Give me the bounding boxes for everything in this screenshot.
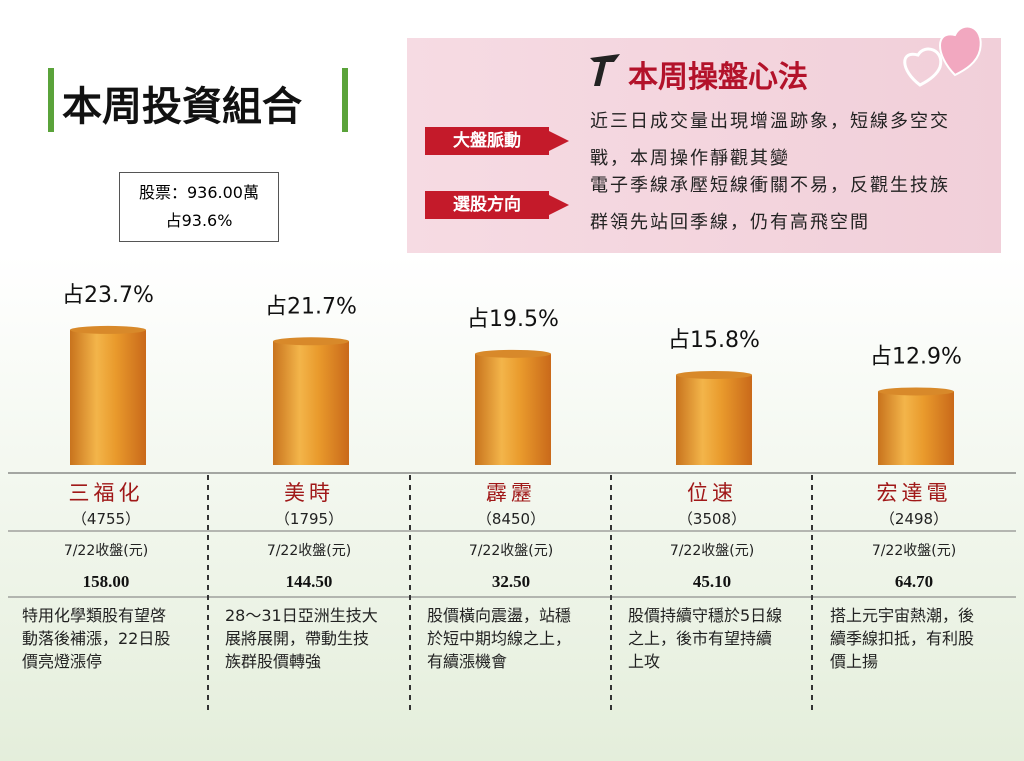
strategy-tag: 選股方向	[425, 191, 549, 219]
note-line: 之上，後市有望持續	[628, 629, 773, 648]
strategy-text: 戰，本周操作靜觀其變	[590, 148, 790, 169]
stock-code: （2498）	[880, 510, 948, 528]
portfolio-share: 占93.6%	[165, 211, 233, 230]
stock-code: （1795）	[275, 510, 343, 528]
value-label: 占12.9%	[870, 344, 962, 369]
note-line: 28～31日亞洲生技大	[225, 606, 378, 625]
close-price: 64.70	[895, 572, 933, 591]
bar-top	[475, 349, 551, 358]
close-price: 144.50	[286, 572, 333, 591]
title-bar	[48, 68, 54, 132]
strategy-text: 群領先站回季線，仍有高飛空間	[590, 212, 870, 233]
strategy-title: 本周操盤心法	[628, 60, 808, 95]
bar	[273, 341, 349, 465]
stock-code: （3508）	[678, 510, 746, 528]
close-label: 7/22收盤(元)	[872, 543, 956, 559]
note-line: 價上揚	[830, 652, 879, 671]
title-bar	[342, 68, 348, 132]
value-label: 占23.7%	[62, 283, 154, 308]
bar	[878, 391, 954, 465]
portfolio-box: 股票：936.00萬 占93.6%	[119, 172, 279, 242]
note-line: 搭上元宇宙熱潮，後	[830, 606, 975, 625]
strategy-text: 電子季線承壓短線衝關不易，反觀生技族	[590, 175, 950, 196]
stock-code: （8450）	[477, 510, 545, 528]
close-label: 7/22收盤(元)	[267, 543, 351, 559]
strategy-tag: 大盤脈動	[425, 127, 549, 155]
close-label: 7/22收盤(元)	[670, 543, 754, 559]
note-line: 續季線扣抵，有利股	[830, 629, 975, 648]
tag-arrow	[549, 131, 569, 151]
portfolio-stock: 股票：936.00萬	[139, 183, 259, 202]
strategy-text: 近三日成交量出現增溫跡象，短線多空交	[590, 111, 950, 132]
close-price: 158.00	[83, 572, 130, 591]
note-line: 上攻	[628, 652, 661, 671]
tag-arrow	[549, 195, 569, 215]
bar	[475, 353, 551, 465]
note-line: 於短中期均線之上，	[427, 629, 572, 648]
stock-name: 美時	[284, 481, 334, 505]
close-price: 32.50	[492, 572, 530, 591]
note-line: 有續漲機會	[427, 652, 508, 671]
stock-name: 霹靂	[486, 481, 536, 505]
bar-top	[878, 387, 954, 396]
bar-top	[676, 370, 752, 379]
bar-top	[273, 337, 349, 346]
close-price: 45.10	[693, 572, 731, 591]
stock-code: （4755）	[72, 510, 140, 528]
note-line: 族群股價轉強	[225, 652, 322, 671]
stock-name: 位速	[687, 481, 737, 505]
note-line: 動落後補漲，22日股	[22, 629, 171, 648]
note-line: 展將展開，帶動生技	[225, 629, 370, 648]
strategy-icon	[590, 54, 620, 86]
value-label: 占21.7%	[265, 294, 357, 319]
note-line: 股價持續守穩於5日線	[628, 606, 783, 625]
stock-name: 宏達電	[877, 481, 952, 505]
chart-title: 本周投資組合	[62, 84, 302, 130]
bar	[676, 374, 752, 465]
close-label: 7/22收盤(元)	[64, 543, 148, 559]
value-label: 占19.5%	[467, 307, 559, 332]
note-line: 股價橫向震盪，站穩	[427, 606, 572, 625]
bar	[70, 329, 146, 465]
note-line: 特用化學類股有望啓	[22, 606, 167, 625]
close-label: 7/22收盤(元)	[469, 543, 553, 559]
hearts	[903, 25, 982, 87]
bar-top	[70, 325, 146, 334]
stock-name: 三福化	[69, 481, 144, 505]
value-label: 占15.8%	[668, 328, 760, 353]
background-band	[0, 255, 1024, 761]
note-line: 價亮燈漲停	[22, 652, 103, 671]
